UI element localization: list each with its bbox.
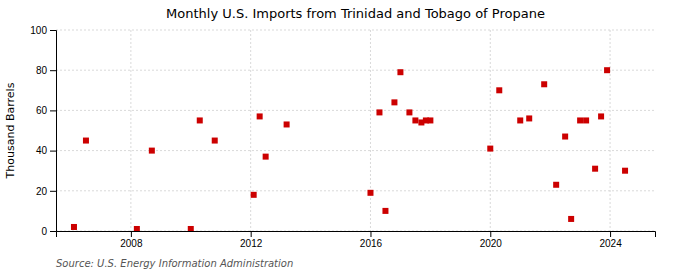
axis-line bbox=[50, 31, 57, 232]
grid-line bbox=[250, 30, 251, 231]
point bbox=[197, 117, 203, 123]
tick: 60 bbox=[36, 105, 56, 116]
point bbox=[397, 69, 403, 75]
point bbox=[487, 146, 493, 152]
tick-label: 2020 bbox=[480, 238, 503, 249]
point bbox=[284, 121, 290, 127]
tick-label: 2012 bbox=[240, 238, 263, 249]
point bbox=[391, 99, 397, 105]
tick: 40 bbox=[36, 145, 56, 156]
tick-mark bbox=[251, 231, 252, 237]
tick: 2008 bbox=[120, 231, 143, 249]
tick-label: 2016 bbox=[360, 238, 383, 249]
point bbox=[71, 224, 77, 230]
tick-label: 0 bbox=[41, 226, 47, 237]
points bbox=[71, 67, 628, 231]
point bbox=[592, 166, 598, 172]
tick-label: 20 bbox=[36, 186, 48, 197]
grid-line bbox=[56, 30, 655, 31]
point bbox=[562, 134, 568, 140]
grid-line bbox=[490, 30, 491, 231]
tick: 2020 bbox=[480, 231, 503, 249]
y-axis: 0 20 40 60 80 100 bbox=[30, 25, 56, 237]
tick-mark bbox=[131, 231, 132, 237]
point bbox=[604, 67, 610, 73]
point bbox=[134, 226, 140, 231]
tick: 2012 bbox=[240, 231, 263, 249]
tick: 0 bbox=[41, 226, 56, 237]
point bbox=[583, 117, 589, 123]
tick-mark bbox=[50, 110, 56, 111]
point bbox=[367, 190, 373, 196]
point bbox=[149, 148, 155, 154]
chart: 2008 2012 2016 2020 2024 0 20 40 60 80 100 Monthly … bbox=[0, 0, 675, 275]
point bbox=[188, 226, 194, 231]
point bbox=[257, 113, 263, 119]
tick-mark bbox=[50, 151, 56, 152]
tick: 2024 bbox=[599, 231, 622, 249]
tick-mark bbox=[610, 231, 611, 237]
point bbox=[598, 113, 604, 119]
tick-label: 80 bbox=[36, 65, 48, 76]
point bbox=[526, 115, 532, 121]
tick-mark bbox=[490, 231, 491, 237]
point bbox=[622, 168, 628, 174]
grid bbox=[56, 30, 655, 231]
point bbox=[376, 109, 382, 115]
tick-mark bbox=[50, 30, 56, 31]
point bbox=[263, 154, 269, 160]
grid-line bbox=[56, 150, 655, 151]
grid-line bbox=[130, 30, 131, 231]
tick-label: 2008 bbox=[120, 238, 143, 249]
grid-line bbox=[56, 110, 655, 111]
source: Source: U.S. Energy Information Administ… bbox=[56, 258, 293, 269]
point bbox=[83, 138, 89, 144]
point bbox=[427, 117, 433, 123]
tick-mark bbox=[50, 70, 56, 71]
tick: 2016 bbox=[360, 231, 383, 249]
point bbox=[212, 138, 218, 144]
axis-line bbox=[57, 232, 656, 238]
tick: 80 bbox=[36, 65, 56, 76]
tick-mark bbox=[50, 191, 56, 192]
tick: 100 bbox=[30, 25, 56, 36]
tick-label: 100 bbox=[30, 25, 47, 36]
plot-area: 2008 2012 2016 2020 2024 0 20 40 60 80 100 bbox=[30, 25, 655, 249]
point bbox=[382, 208, 388, 214]
point bbox=[406, 109, 412, 115]
point bbox=[517, 117, 523, 123]
grid-line bbox=[610, 30, 611, 231]
point bbox=[541, 81, 547, 87]
x-axis: 2008 2012 2016 2020 2024 bbox=[57, 231, 656, 249]
tick-label: 60 bbox=[36, 105, 48, 116]
grid-line bbox=[56, 190, 655, 191]
point bbox=[577, 117, 583, 123]
point bbox=[553, 182, 559, 188]
y-axis-label: Thousand Barrels bbox=[4, 82, 17, 179]
tick-mark bbox=[370, 231, 371, 237]
grid-line bbox=[370, 30, 371, 231]
point bbox=[496, 87, 502, 93]
point bbox=[251, 192, 257, 198]
point bbox=[568, 216, 574, 222]
tick: 20 bbox=[36, 186, 56, 197]
tick-mark bbox=[50, 231, 56, 232]
grid-line bbox=[56, 70, 655, 71]
title: Monthly U.S. Imports from Trinidad and T… bbox=[166, 6, 545, 21]
tick-label: 2024 bbox=[599, 238, 622, 249]
tick-label: 40 bbox=[36, 145, 48, 156]
point bbox=[412, 117, 418, 123]
